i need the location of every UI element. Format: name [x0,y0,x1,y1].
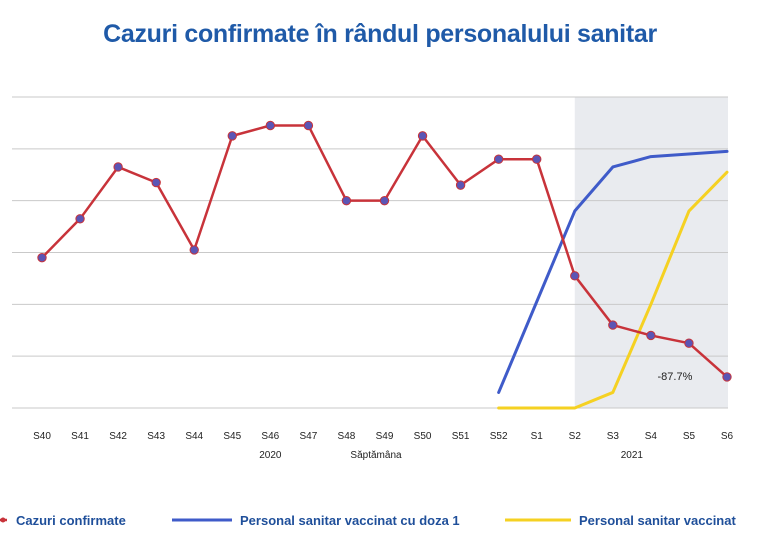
x-tick-label: S44 [185,431,203,442]
x-tick-label: S49 [376,431,394,442]
x-tick-label: S4 [645,431,658,442]
x-tick-label: S41 [71,431,89,442]
data-point [493,154,504,164]
x-tick-label: S40 [33,431,51,442]
x-tick-label: S45 [223,431,241,442]
data-point [455,180,466,190]
x-tick-label: S1 [531,431,544,442]
x-tick-label: S6 [721,431,734,442]
data-point [379,195,390,206]
data-point [265,120,276,131]
series-line [497,149,729,394]
x-tick-label: S52 [490,431,508,442]
annotation-label: -87.7% [658,371,693,383]
x-tick-label: S2 [569,431,582,442]
x-tick-label: S50 [414,431,432,442]
data-point [417,131,428,141]
data-point [646,330,656,341]
data-point [341,195,352,206]
legend-label: Cazuri confirmate [16,513,126,528]
legend-label: Personal sanitar vaccinat [579,513,736,528]
x-group-label: 2020 [259,450,282,461]
x-axis-title: Săptămâna [350,450,402,461]
data-point [75,214,85,224]
data-point [532,154,542,164]
data-point [189,245,199,255]
x-tick-label: S48 [338,431,356,442]
data-point [684,338,694,348]
data-point [151,177,161,188]
x-tick-label: S5 [683,431,696,442]
series-line [497,170,729,410]
x-group-label: 2021 [621,450,644,461]
legend-swatch-marker [0,517,6,523]
x-tick-label: S3 [607,431,620,442]
data-point [113,162,123,172]
x-tick-label: S43 [147,431,165,442]
x-tick-label: S42 [109,431,127,442]
data-point [608,320,618,330]
data-point [570,271,580,281]
data-point [37,252,47,263]
legend-label: Personal sanitar vaccinat cu doza 1 [240,513,460,528]
data-point [227,131,237,141]
x-tick-label: S47 [299,431,317,442]
data-point [303,120,314,131]
data-point [722,372,732,382]
chart-title: Cazuri confirmate în rândul personalului… [103,20,657,48]
x-tick-label: S46 [261,431,279,442]
x-tick-label: S51 [452,431,470,442]
